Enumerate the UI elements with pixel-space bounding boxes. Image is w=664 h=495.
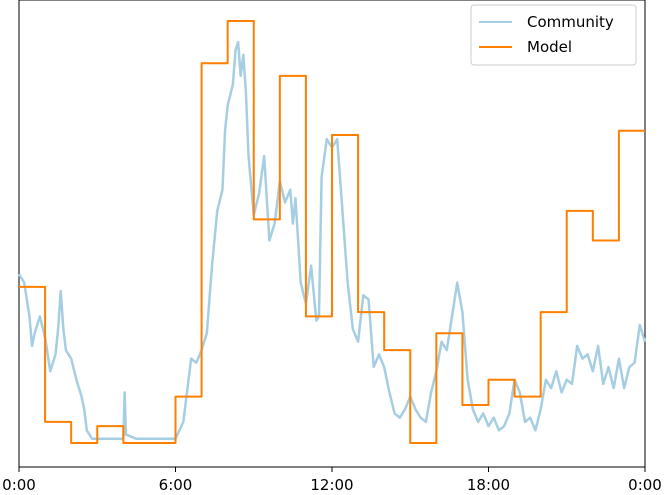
x-tick-label-2: 12:00 xyxy=(310,476,353,494)
legend-label-community: Community xyxy=(527,13,614,31)
legend-label-model: Model xyxy=(527,38,572,56)
series-line-community xyxy=(17,40,647,441)
series-line-model xyxy=(19,20,645,444)
x-tick-label-0: 0:00 xyxy=(2,476,36,494)
series-layer xyxy=(17,20,647,444)
x-axis: 0:00 6:00 12:00 18:00 0:00 xyxy=(2,467,662,494)
legend-box xyxy=(470,4,637,66)
x-tick-label-1: 6:00 xyxy=(159,476,193,494)
x-tick-label-3: 18:00 xyxy=(467,476,510,494)
x-tick-label-4: 0:00 xyxy=(628,476,662,494)
legend: Community Model xyxy=(470,4,637,66)
